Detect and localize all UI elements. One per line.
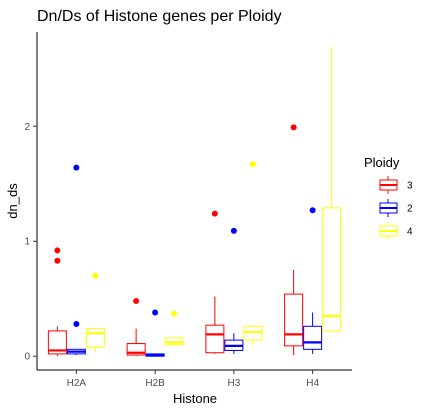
legend-label: 4	[407, 227, 413, 238]
outlier-point	[133, 298, 140, 305]
legend-label: 3	[407, 181, 413, 192]
plot-area	[47, 46, 342, 357]
outlier-point	[290, 124, 297, 131]
outlier-point	[309, 207, 316, 214]
y-tick-label: 2	[24, 122, 30, 133]
legend: Ploidy 3 2 4	[364, 155, 413, 240]
box	[126, 343, 146, 356]
series-2	[66, 164, 323, 357]
legend-title: Ploidy	[364, 155, 400, 170]
legend-key-4	[379, 222, 398, 240]
x-tick-label: H3	[227, 378, 240, 389]
outlier-point	[249, 161, 256, 168]
chart-title: Dn/Ds of Histone genes per Ploidy	[37, 8, 282, 25]
legend-label: 2	[407, 204, 413, 215]
x-tick-label: H4	[306, 378, 319, 389]
box	[243, 325, 263, 341]
y-tick-label: 1	[24, 237, 30, 248]
box	[205, 324, 225, 354]
outlier-point	[73, 164, 80, 171]
outlier-point	[152, 309, 159, 316]
x-tick-label: H2A	[67, 378, 87, 389]
series-4	[85, 46, 342, 352]
box	[47, 330, 67, 355]
outlier-point	[73, 321, 80, 328]
x-axis-title: Histone	[173, 391, 217, 406]
outlier-point	[54, 257, 61, 264]
outlier-point	[92, 272, 99, 279]
outlier-point	[230, 227, 237, 234]
y-tick-label: 0	[24, 352, 30, 363]
box	[85, 328, 105, 348]
outlier-point	[171, 310, 178, 317]
y-axis-ticks: 0 1 2	[24, 122, 37, 363]
legend-key-2	[379, 199, 398, 217]
x-tick-label: H2B	[145, 378, 165, 389]
box	[303, 325, 323, 350]
series-3	[47, 124, 304, 357]
box	[284, 293, 304, 347]
y-axis-title: dn_ds	[5, 183, 20, 219]
legend-key-3	[379, 176, 398, 194]
box	[164, 337, 184, 346]
outlier-point	[54, 247, 61, 254]
box	[322, 207, 342, 332]
outlier-point	[211, 210, 218, 217]
x-axis-ticks: H2A H2B H3 H4	[67, 370, 319, 389]
